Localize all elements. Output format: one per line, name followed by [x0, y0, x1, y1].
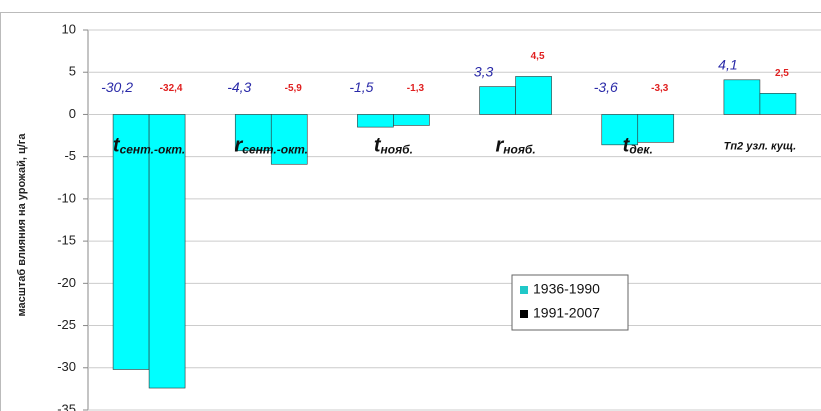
x-tick-label: tсент.-окт. — [113, 135, 185, 157]
value-label: -5,9 — [285, 83, 303, 94]
bar — [234, 114, 272, 152]
category-symbol: t — [374, 135, 382, 157]
bar — [148, 114, 186, 389]
legend-marker — [520, 310, 528, 318]
category-symbol: Tп2 узл. кущ. — [724, 140, 797, 152]
bar — [357, 114, 394, 128]
bar — [270, 114, 308, 165]
legend-label: 1936-1990 — [533, 281, 600, 297]
bar — [515, 76, 552, 115]
x-tick-label: rсент.-окт. — [235, 135, 309, 157]
category-subscript: нояб. — [503, 143, 535, 157]
value-label: -1,5 — [349, 79, 373, 95]
y-tick-label: -20 — [57, 275, 76, 290]
legend-label: 1991-2007 — [533, 305, 600, 321]
legend-marker — [520, 286, 528, 294]
x-tick-label: tнояб. — [374, 135, 413, 157]
bar — [759, 93, 797, 115]
value-label: 4,5 — [531, 51, 545, 62]
value-label: 3,3 — [474, 63, 494, 79]
y-tick-label: -30 — [57, 359, 76, 374]
legend-box — [511, 274, 629, 331]
y-tick-label: 0 — [69, 106, 76, 121]
bar — [601, 114, 639, 146]
category-subscript: сент.-окт. — [120, 143, 186, 157]
category-symbol: t — [623, 135, 631, 157]
bar — [479, 86, 516, 115]
x-tick-label: Tп2 узл. кущ. — [724, 140, 797, 152]
category-symbol: r — [495, 135, 504, 157]
bar — [637, 114, 675, 143]
category-subscript: дек. — [629, 143, 653, 157]
bar — [393, 114, 430, 126]
y-tick-label: -15 — [57, 233, 76, 248]
y-tick-label: 10 — [62, 21, 76, 36]
x-tick-label: rнояб. — [495, 135, 535, 157]
category-symbol: r — [235, 135, 244, 157]
y-tick-label: -25 — [57, 317, 76, 332]
bar — [112, 114, 150, 370]
value-label: -3,3 — [651, 83, 669, 94]
value-label: 4,1 — [718, 57, 737, 73]
bar — [723, 79, 761, 115]
y-tick-label: 5 — [69, 64, 76, 79]
y-tick-label: -35 — [57, 401, 76, 411]
category-subscript: нояб. — [381, 143, 413, 157]
value-label: -30,2 — [101, 79, 133, 95]
y-tick-label: -5 — [64, 148, 76, 163]
value-label: 2,5 — [775, 68, 789, 79]
category-subscript: сент.-окт. — [242, 143, 308, 157]
value-label: -4,3 — [227, 79, 251, 95]
value-label: -3,6 — [594, 79, 618, 95]
chart-frame — [0, 12, 821, 411]
y-axis-label: масштаб влияния на урожай, ц/га — [16, 133, 28, 317]
y-tick-label: -10 — [57, 190, 76, 205]
category-symbol: t — [113, 135, 121, 157]
x-tick-label: tдек. — [623, 135, 653, 157]
value-label: -32,4 — [160, 83, 183, 94]
value-label: -1,3 — [407, 83, 425, 94]
